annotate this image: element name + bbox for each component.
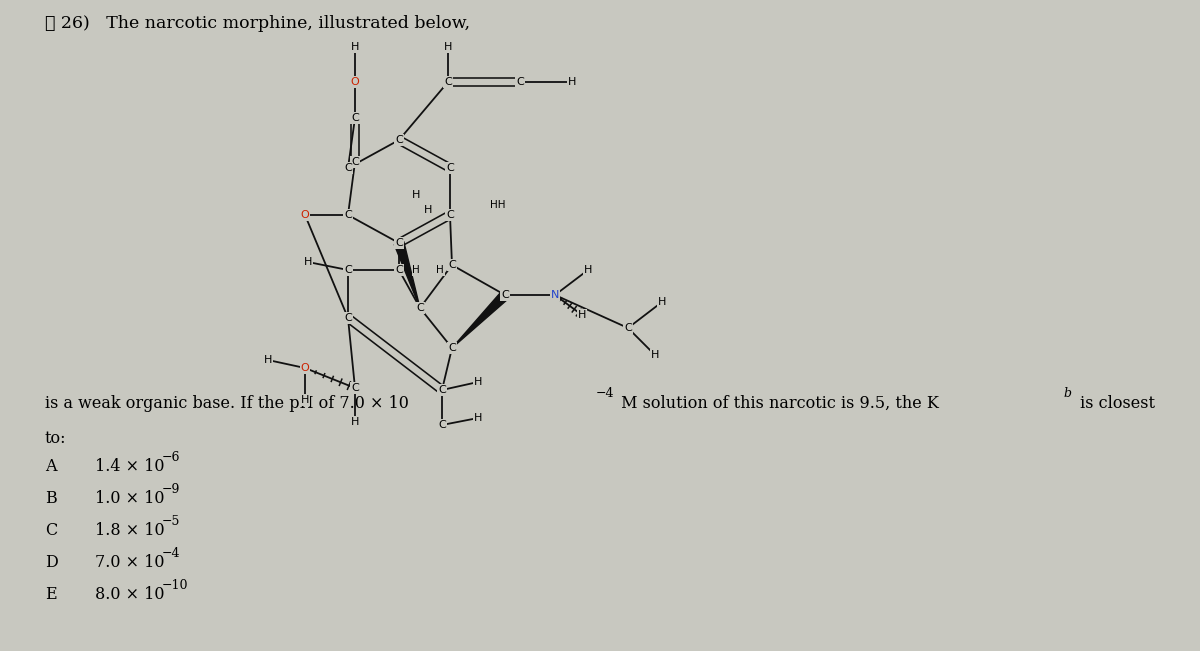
- Text: C: C: [395, 238, 403, 248]
- Text: O: O: [301, 210, 310, 220]
- Text: H: H: [436, 265, 444, 275]
- Text: H: H: [350, 417, 359, 427]
- Text: 1.4 × 10: 1.4 × 10: [95, 458, 164, 475]
- Text: H: H: [424, 205, 432, 215]
- Text: H: H: [350, 42, 359, 52]
- Text: −5: −5: [161, 515, 180, 528]
- Text: H: H: [474, 377, 482, 387]
- Text: H: H: [301, 395, 310, 405]
- Text: C: C: [395, 135, 403, 145]
- Text: H: H: [264, 355, 272, 365]
- Text: 7.0 × 10: 7.0 × 10: [95, 554, 164, 571]
- Text: C: C: [395, 265, 403, 275]
- Text: D: D: [46, 554, 58, 571]
- Text: H: H: [412, 190, 420, 200]
- Text: 8.0 × 10: 8.0 × 10: [95, 586, 164, 603]
- Text: H: H: [568, 77, 576, 87]
- Text: −4: −4: [596, 387, 614, 400]
- Text: 1.8 × 10: 1.8 × 10: [95, 522, 164, 539]
- Text: C: C: [352, 157, 359, 167]
- Text: H: H: [412, 265, 420, 275]
- Polygon shape: [452, 292, 509, 348]
- Text: C: C: [438, 420, 446, 430]
- Text: H: H: [650, 350, 659, 360]
- Text: C: C: [446, 210, 454, 220]
- Text: C: C: [446, 163, 454, 173]
- Text: ✔ 26)   The narcotic morphine, illustrated below,: ✔ 26) The narcotic morphine, illustrated…: [46, 15, 470, 32]
- Text: A: A: [46, 458, 56, 475]
- Text: N: N: [551, 290, 559, 300]
- Text: C: C: [352, 113, 359, 123]
- Polygon shape: [395, 242, 420, 308]
- Text: −6: −6: [161, 451, 180, 464]
- Text: O: O: [301, 363, 310, 373]
- Text: C: C: [502, 290, 509, 300]
- Text: is a weak organic base. If the pH of 7.0 × 10: is a weak organic base. If the pH of 7.0…: [46, 395, 409, 412]
- Text: C: C: [344, 210, 352, 220]
- Text: H: H: [474, 413, 482, 423]
- Text: C: C: [46, 522, 58, 539]
- Text: b: b: [1063, 387, 1072, 400]
- Text: C: C: [344, 265, 352, 275]
- Text: M solution of this narcotic is 9.5, the K: M solution of this narcotic is 9.5, the …: [616, 395, 938, 412]
- Text: C: C: [448, 260, 456, 270]
- Text: C: C: [448, 343, 456, 353]
- Text: −9: −9: [161, 483, 180, 496]
- Text: −10: −10: [161, 579, 188, 592]
- Text: E: E: [46, 586, 56, 603]
- Text: H: H: [658, 297, 666, 307]
- Text: C: C: [438, 385, 446, 395]
- Text: H: H: [304, 257, 312, 267]
- Text: HH: HH: [491, 200, 505, 210]
- Text: H: H: [444, 42, 452, 52]
- Text: H: H: [584, 265, 592, 275]
- Text: C: C: [516, 77, 524, 87]
- Text: C: C: [444, 77, 452, 87]
- Text: C: C: [624, 323, 632, 333]
- Text: 1.0 × 10: 1.0 × 10: [95, 490, 164, 507]
- Text: is closest: is closest: [1075, 395, 1154, 412]
- Text: B: B: [46, 490, 56, 507]
- Text: C: C: [416, 303, 424, 313]
- Text: C: C: [344, 313, 352, 323]
- Text: C: C: [352, 383, 359, 393]
- Text: O: O: [350, 77, 359, 87]
- Text: C: C: [344, 163, 352, 173]
- Text: −4: −4: [161, 547, 180, 560]
- Text: to:: to:: [46, 430, 66, 447]
- Text: H: H: [578, 310, 586, 320]
